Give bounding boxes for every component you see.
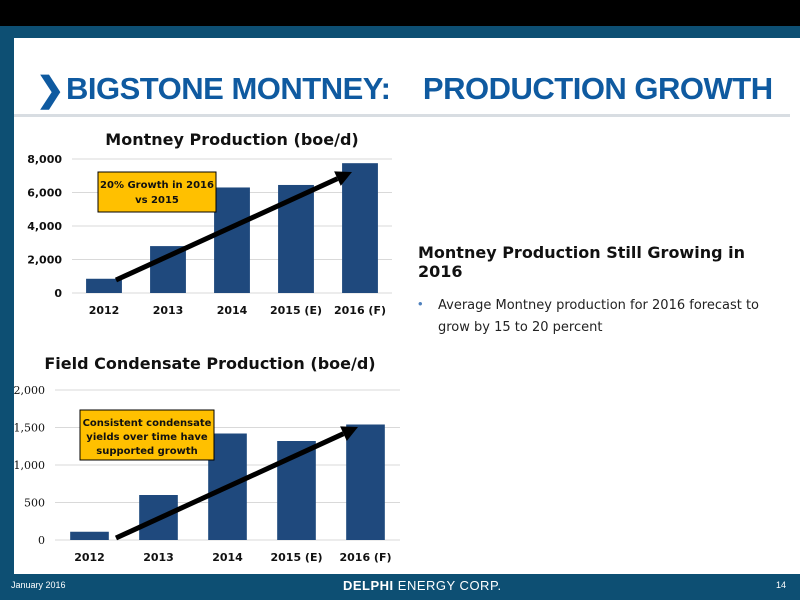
annotation-text: supported growth [96, 446, 198, 457]
x-tick-label: 2014 [217, 304, 248, 317]
y-tick-label: 8,000 [27, 153, 62, 166]
bar [86, 278, 122, 293]
y-tick-label: 2,000 [14, 384, 46, 397]
bar [70, 531, 109, 540]
x-tick-label: 2012 [89, 304, 120, 317]
x-tick-label: 2015 (E) [270, 304, 322, 317]
trend-arrow-head [340, 426, 358, 441]
chart-title: Montney Production (boe/d) [105, 130, 358, 149]
x-tick-label: 2015 (E) [270, 551, 322, 564]
top-bar [0, 0, 800, 26]
y-tick-label: 4,000 [27, 220, 62, 233]
montney-production-chart: Montney Production (boe/d) 0 2,000 4,000 6,0… [27, 130, 392, 317]
charts-canvas: Montney Production (boe/d) 0 2,000 4,000 6,0… [14, 130, 400, 564]
y-tick-label: 6,000 [27, 187, 62, 200]
x-tick-label: 2014 [212, 551, 243, 564]
logo-main: DELPHI [343, 578, 394, 593]
page-number: 14 [775, 580, 786, 590]
annotation-text: Consistent condensate [83, 418, 212, 429]
condensate-production-chart: Field Condensate Production (boe/d) 0 500 1… [14, 354, 400, 564]
annotation-text: vs 2015 [135, 195, 179, 206]
slide-title: BIGSTONE MONTNEY: PRODUCTION GROWTH [66, 71, 773, 106]
bullet-item: • Average Montney production for 2016 fo… [418, 295, 788, 339]
trend-arrow-line [114, 176, 339, 283]
bar [214, 187, 250, 293]
annotation-text: yields over time have [86, 432, 208, 443]
trend-arrow-head [334, 171, 352, 186]
bullet-dot-icon: • [418, 296, 423, 311]
annotation-box [97, 171, 217, 213]
company-logo: DELPHI ENERGY CORP. [343, 578, 502, 593]
bullet-heading: Montney Production Still Growing in 2016 [418, 243, 745, 281]
y-tick-label: 2,000 [27, 254, 62, 267]
y-tick-label: 0 [54, 287, 62, 300]
bar [346, 424, 385, 540]
x-tick-label: 2012 [74, 551, 105, 564]
slide: ❯ BIGSTONE MONTNEY: PRODUCTION GROWTH Mo… [14, 38, 800, 574]
footer-date: January 2016 [11, 580, 66, 590]
bullet-text: Average Montney production for 2016 fore… [438, 298, 760, 335]
chart-title: Field Condensate Production (boe/d) [44, 354, 375, 373]
x-tick-label: 2016 (F) [339, 551, 391, 564]
chevron-right-icon: ❯ [36, 71, 65, 109]
bar [342, 163, 378, 293]
y-tick-label: 0 [38, 534, 45, 547]
annotation-box [79, 409, 215, 461]
x-tick-label: 2013 [153, 304, 184, 317]
logo-rest: ENERGY CORP. [393, 578, 502, 593]
x-tick-label: 2016 (F) [334, 304, 386, 317]
trend-arrow-line [114, 431, 345, 541]
footer: January 2016 DELPHI ENERGY CORP. 14 [0, 576, 800, 600]
title-band: ❯ BIGSTONE MONTNEY: PRODUCTION GROWTH [14, 48, 790, 117]
y-tick-label: 1,500 [14, 422, 46, 435]
bullet-block: Montney Production Still Growing in 2016… [418, 243, 788, 339]
x-tick-label: 2013 [143, 551, 174, 564]
y-tick-label: 500 [24, 497, 45, 510]
y-tick-label: 1,000 [14, 459, 46, 472]
annotation-text: 20% Growth in 2016 [100, 180, 214, 191]
